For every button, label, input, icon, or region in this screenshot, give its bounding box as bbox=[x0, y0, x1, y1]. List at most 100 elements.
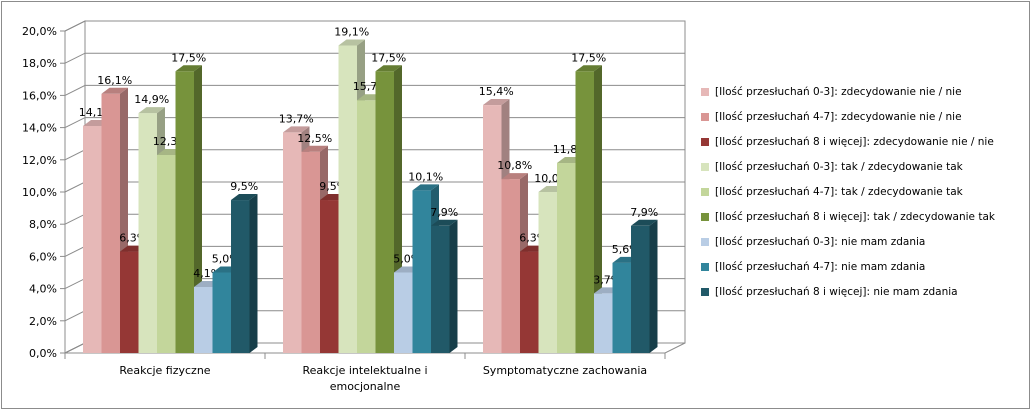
bar bbox=[612, 262, 631, 353]
data-label: 7,9% bbox=[630, 206, 658, 219]
bar-top bbox=[631, 219, 658, 226]
bar bbox=[594, 293, 613, 353]
bar-top bbox=[412, 184, 439, 191]
bar bbox=[212, 272, 231, 353]
bar-side bbox=[649, 219, 658, 353]
bar-top bbox=[338, 39, 365, 46]
gridline bbox=[64, 20, 685, 32]
y-tick-label: 14,0% bbox=[22, 122, 57, 135]
data-label: 9,5% bbox=[230, 180, 258, 193]
bar bbox=[283, 132, 302, 353]
legend-item: [Ilość przesłuchań 8 i więcej]: nie mam … bbox=[701, 279, 1023, 304]
legend-label: [Ilość przesłuchań 8 i więcej]: tak / zd… bbox=[715, 210, 995, 223]
bar bbox=[483, 105, 502, 353]
bar bbox=[375, 71, 394, 353]
data-label: 13,7% bbox=[279, 112, 314, 125]
legend-item: [Ilość przesłuchań 8 i więcej]: zdecydow… bbox=[701, 130, 1023, 155]
legend-swatch bbox=[701, 262, 709, 271]
legend-label: [Ilość przesłuchań 0-3]: nie mam zdania bbox=[715, 235, 926, 248]
y-tick-label: 4,0% bbox=[29, 283, 57, 296]
legend-swatch bbox=[701, 138, 709, 147]
bar bbox=[120, 251, 139, 353]
legend-label: [Ilość przesłuchań 0-3]: zdecydowanie ni… bbox=[715, 86, 962, 99]
y-tick-label: 10,0% bbox=[22, 186, 57, 199]
y-tick-label: 18,0% bbox=[22, 57, 57, 70]
bar-top bbox=[301, 145, 328, 152]
bar bbox=[157, 154, 176, 353]
bar-top bbox=[375, 65, 402, 72]
legend-label: [Ilość przesłuchań 4-7]: nie mam zdania bbox=[715, 260, 926, 273]
data-label: 17,5% bbox=[371, 51, 406, 64]
legend-label: [Ilość przesłuchań 8 i więcej]: nie mam … bbox=[715, 285, 958, 298]
category-label: emocjonalne bbox=[330, 380, 401, 393]
legend-swatch bbox=[701, 287, 709, 296]
data-label: 19,1% bbox=[334, 25, 369, 38]
bar bbox=[320, 200, 339, 353]
bar bbox=[138, 113, 157, 353]
legend-swatch bbox=[701, 88, 709, 97]
legend-item: [Ilość przesłuchań 4-7]: zdecydowanie ni… bbox=[701, 105, 1023, 130]
y-tick-label: 0,0% bbox=[29, 347, 57, 360]
bar bbox=[631, 225, 650, 353]
y-tick-label: 12,0% bbox=[22, 154, 57, 167]
bar-top bbox=[231, 194, 258, 201]
legend: [Ilość przesłuchań 0-3]: zdecydowanie ni… bbox=[701, 80, 1023, 304]
bar-top bbox=[138, 107, 165, 114]
data-label: 14,9% bbox=[134, 93, 169, 106]
y-tick-label: 16,0% bbox=[22, 89, 57, 102]
legend-swatch bbox=[701, 237, 709, 246]
category-label: Symptomatyczne zachowania bbox=[483, 364, 647, 377]
bar-top bbox=[575, 65, 602, 72]
bar bbox=[431, 225, 450, 353]
legend-item: [Ilość przesłuchań 4-7]: tak / zdecydowa… bbox=[701, 180, 1023, 205]
data-label: 15,4% bbox=[479, 85, 514, 98]
data-label: 10,1% bbox=[408, 170, 443, 183]
y-tick-label: 20,0% bbox=[22, 25, 57, 38]
y-tick-label: 8,0% bbox=[29, 218, 57, 231]
bar-top bbox=[175, 65, 202, 72]
legend-swatch bbox=[701, 163, 709, 172]
bar bbox=[175, 71, 194, 353]
legend-label: [Ilość przesłuchań 8 i więcej]: zdecydow… bbox=[715, 136, 994, 149]
gridline bbox=[64, 84, 685, 96]
bar bbox=[538, 192, 557, 353]
legend-swatch bbox=[701, 113, 709, 122]
bar-side bbox=[449, 219, 458, 353]
legend-swatch bbox=[701, 188, 709, 196]
data-label: 17,5% bbox=[571, 51, 606, 64]
bar bbox=[520, 251, 539, 353]
bar-top bbox=[101, 87, 128, 94]
bar bbox=[231, 200, 250, 353]
bar bbox=[575, 71, 594, 353]
legend-item: [Ilość przesłuchań 8 i więcej]: tak / zd… bbox=[701, 204, 1023, 229]
legend-item: [Ilość przesłuchań 0-3]: tak / zdecydowa… bbox=[701, 155, 1023, 180]
data-label: 17,5% bbox=[171, 51, 206, 64]
bar bbox=[194, 286, 213, 353]
bar bbox=[101, 93, 120, 353]
bar bbox=[357, 100, 376, 353]
bar-top bbox=[283, 126, 310, 133]
bar-top bbox=[501, 173, 528, 180]
data-label: 12,5% bbox=[297, 132, 332, 145]
legend-swatch bbox=[701, 212, 709, 221]
legend-label: [Ilość przesłuchań 4-7]: zdecydowanie ni… bbox=[715, 111, 962, 124]
data-label: 10,8% bbox=[497, 159, 532, 172]
data-label: 7,9% bbox=[430, 206, 458, 219]
bar-side bbox=[594, 65, 602, 353]
legend-item: [Ilość przesłuchań 0-3]: nie mam zdania bbox=[701, 229, 1023, 254]
legend-item: [Ilość przesłuchań 4-7]: nie mam zdania bbox=[701, 254, 1023, 279]
category-label: Reakcje intelektualne i bbox=[302, 364, 427, 377]
bar bbox=[557, 163, 576, 353]
bar bbox=[394, 272, 413, 353]
gridline bbox=[64, 52, 685, 64]
legend-item: [Ilość przesłuchań 0-3]: zdecydowanie ni… bbox=[701, 80, 1023, 105]
legend-label: [Ilość przesłuchań 4-7]: tak / zdecydowa… bbox=[715, 186, 963, 198]
bar-top bbox=[483, 99, 510, 106]
y-tick-label: 2,0% bbox=[29, 315, 57, 328]
bar bbox=[338, 45, 357, 354]
bar-side bbox=[194, 65, 202, 353]
data-label: 16,1% bbox=[97, 74, 132, 87]
bar bbox=[501, 179, 520, 353]
bar bbox=[83, 125, 102, 354]
